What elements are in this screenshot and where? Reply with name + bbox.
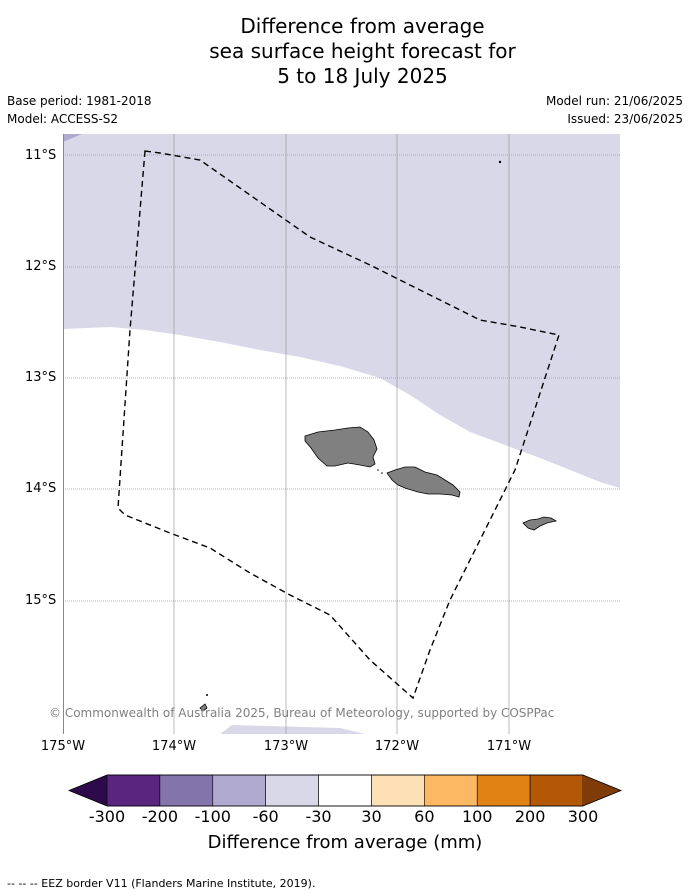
- colorbar-label: Difference from average (mm): [207, 832, 483, 853]
- lon-label-172w: 172°W: [374, 739, 420, 754]
- colorbar-tick-label: 100: [461, 807, 493, 826]
- map-title: Difference from average sea surface heig…: [0, 14, 690, 89]
- colorbar-tick-label: -200: [141, 807, 179, 826]
- colorbar-tick-label: 60: [414, 807, 435, 826]
- colorbar-tick-label: -300: [88, 807, 126, 826]
- colorbar-segment: [371, 774, 425, 807]
- copyright-text: © Commonwealth of Australia 2025, Bureau…: [49, 706, 555, 720]
- savaii-island: [304, 426, 378, 468]
- colorbar: [67, 774, 623, 807]
- colorbar-extend-min: [69, 775, 107, 806]
- small-islet-north: [498, 160, 502, 164]
- lon-label-174w: 174°W: [151, 739, 197, 754]
- issued-text: Issued: 23/06/2025: [567, 112, 683, 126]
- colorbar-tick-label: 300: [567, 807, 599, 826]
- colorbar-segment: [529, 774, 584, 807]
- lat-label-11s: 11°S: [25, 148, 57, 163]
- lat-label-13s: 13°S: [25, 370, 57, 385]
- colorbar-segment: [212, 774, 266, 807]
- model-text: Model: ACCESS-S2: [7, 112, 119, 126]
- graticule: [63, 134, 620, 734]
- upolu-island: [386, 466, 461, 498]
- negative-anomaly-south-patch: [220, 725, 365, 734]
- lon-label-175w: 175°W: [40, 739, 86, 754]
- colorbar-segment: [159, 774, 214, 807]
- title-line-3: 5 to 18 July 2025: [277, 64, 448, 88]
- base-period-text: Base period: 1981-2018: [7, 94, 152, 108]
- lat-label-12s: 12°S: [25, 259, 57, 274]
- colorbar-tick-label: 30: [361, 807, 382, 826]
- eez-legend: -- -- -- EEZ border V11 (Flanders Marine…: [7, 877, 316, 890]
- lat-label-15s: 15°S: [25, 593, 57, 608]
- colorbar-tick-label: -30: [305, 807, 332, 826]
- negative-anomaly-region: [63, 134, 620, 488]
- title-line-1: Difference from average: [240, 14, 485, 38]
- title-line-2: sea surface height forecast for: [209, 39, 516, 63]
- darker-anomaly-corner: [63, 134, 82, 142]
- colorbar-tick-label: -100: [194, 807, 231, 826]
- colorbar-segment: [318, 774, 372, 807]
- tutuila-island: [522, 516, 558, 531]
- small-islet-dot: [206, 694, 208, 696]
- colorbar-segment: [265, 774, 319, 807]
- colorbar-tick-label: 200: [514, 807, 546, 826]
- eez-border: [117, 150, 560, 700]
- small-islet-south: [199, 703, 208, 712]
- colorbar-segment: [424, 774, 478, 807]
- colorbar-segment: [106, 774, 161, 807]
- colorbar-extend-max: [583, 775, 621, 806]
- colorbar-outline: [67, 774, 623, 807]
- lon-label-173w: 173°W: [263, 739, 309, 754]
- map-area: [63, 134, 620, 734]
- small-islet-strait: [381, 472, 383, 474]
- colorbar-tick-label: -60: [252, 807, 279, 826]
- model-run-text: Model run: 21/06/2025: [545, 94, 683, 108]
- small-islet-strait: [377, 469, 379, 471]
- lat-label-14s: 14°S: [25, 481, 57, 496]
- colorbar-segment: [476, 774, 531, 807]
- lon-label-171w: 171°W: [486, 739, 532, 754]
